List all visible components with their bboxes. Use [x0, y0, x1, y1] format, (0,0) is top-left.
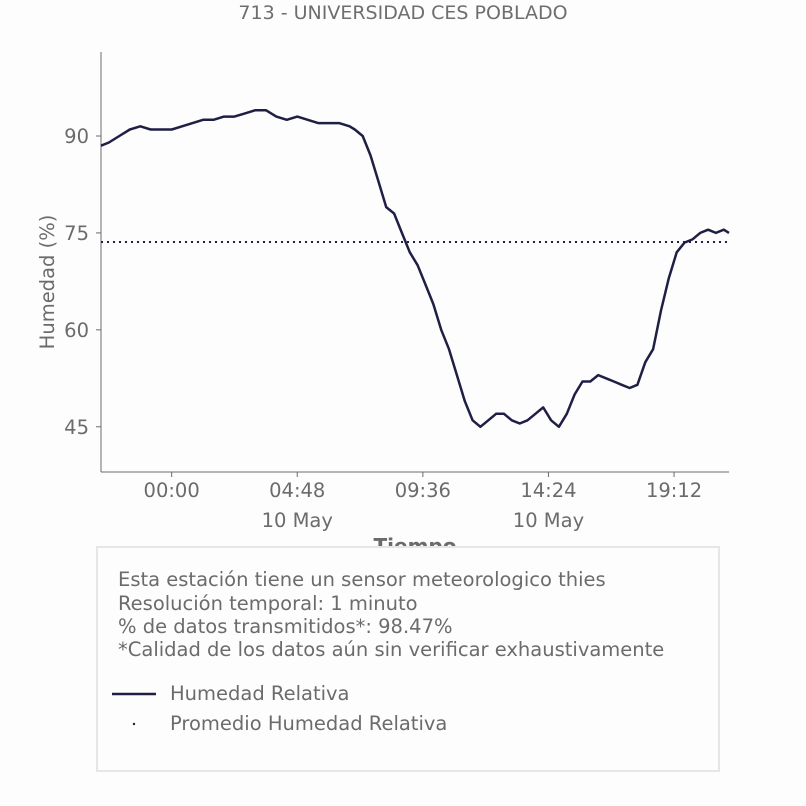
- y-axis-ticks: 45 60 75 90: [64, 125, 101, 439]
- info-quality-text: *Calidad de los datos aún sin verificar …: [118, 638, 665, 661]
- info-legend-box: Esta estación tiene un sensor meteorolog…: [96, 546, 720, 772]
- legend-label-average: Promedio Humedad Relativa: [170, 712, 448, 735]
- y-axis-label: Humedad (%): [36, 215, 59, 350]
- legend-solid-line-icon: [112, 692, 156, 696]
- legend-dotted-line-icon: [132, 722, 136, 726]
- info-sensor-text: Esta estación tiene un sensor meteorolog…: [118, 568, 606, 591]
- axes: [100, 52, 729, 473]
- info-transmitted-text: % de datos transmitidos*: 98.47%: [118, 615, 453, 638]
- y-tick-label: 45: [64, 416, 89, 439]
- x-tick-label: 00:00: [144, 479, 200, 502]
- x-tick-date-label: 10 May: [262, 509, 333, 532]
- y-tick-label: 75: [64, 222, 89, 245]
- info-resolution-text: Resolución temporal: 1 minuto: [118, 592, 418, 615]
- y-tick-label: 60: [64, 319, 89, 342]
- x-tick-date-label: 10 May: [513, 509, 584, 532]
- x-tick-label: 19:12: [646, 479, 702, 502]
- y-tick-label: 90: [64, 125, 89, 148]
- chart-title: 713 - UNIVERSIDAD CES POBLADO: [238, 2, 568, 24]
- series-layer: [100, 108, 730, 429]
- x-axis-ticks: 00:00 04:48 10 May 09:36 14:24 10 May 19:12: [144, 472, 702, 532]
- legend-label-humidity: Humedad Relativa: [170, 682, 350, 705]
- x-tick-label: 09:36: [395, 479, 451, 502]
- x-tick-label: 14:24: [520, 479, 576, 502]
- series-humidity-line: [100, 108, 730, 429]
- x-tick-label: 04:48: [269, 479, 325, 502]
